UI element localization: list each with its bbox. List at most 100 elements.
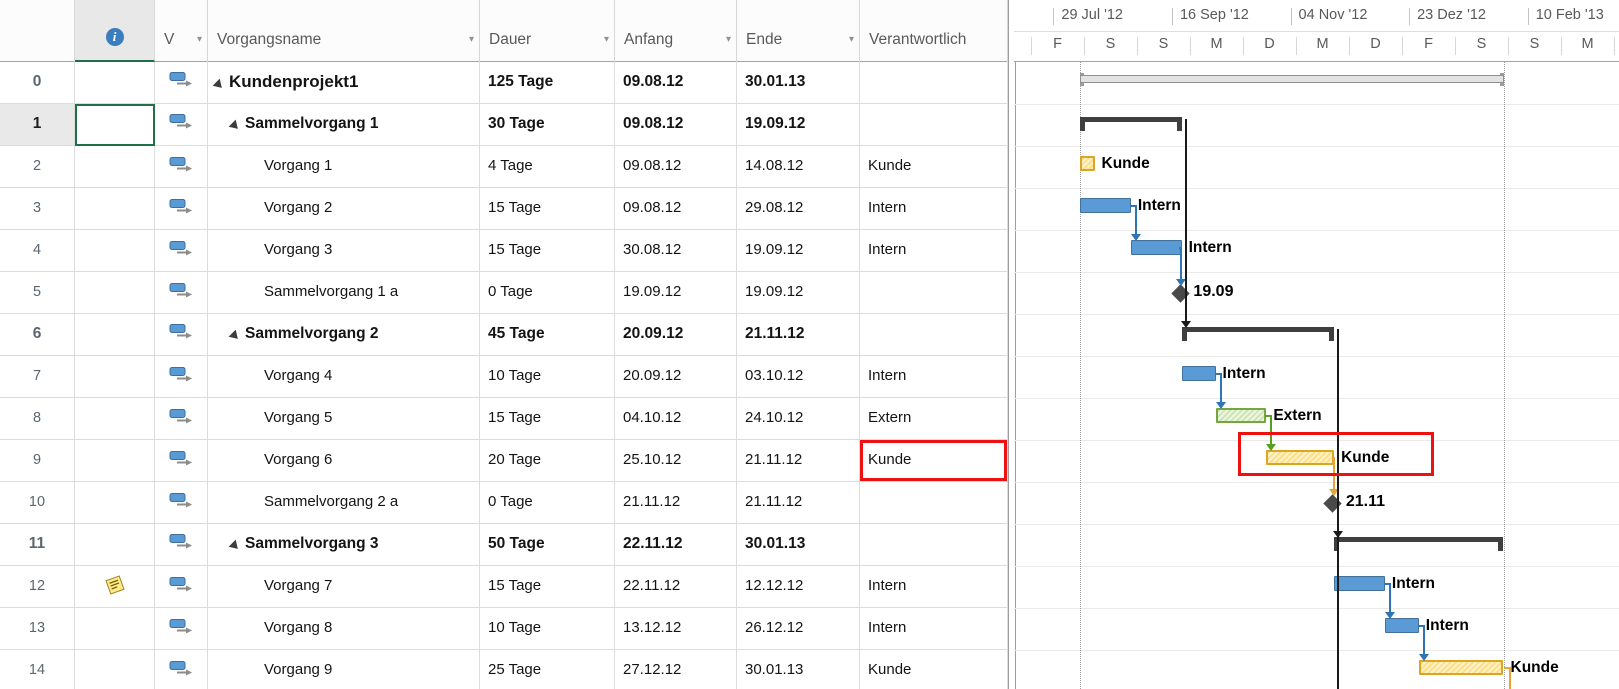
cell-num[interactable]: 13 <box>0 608 75 650</box>
table-row[interactable]: 12 Vorgang 7 15 Tage 22.11.12 12.12.12 Intern <box>0 566 1008 608</box>
cell-start[interactable]: 27.12.12 <box>615 650 737 689</box>
cell-num[interactable]: 1 <box>0 104 75 146</box>
cell-end[interactable]: 03.10.12 <box>737 356 860 398</box>
cell-name[interactable]: Sammelvorgang 2 a <box>208 482 480 524</box>
cell-info[interactable] <box>75 62 155 104</box>
cell-mode[interactable] <box>155 314 208 356</box>
sort-arrow-icon[interactable]: ▾ <box>848 34 854 45</box>
cell-end[interactable]: 19.09.12 <box>737 104 860 146</box>
cell-mode[interactable] <box>155 566 208 608</box>
cell-info[interactable] <box>75 398 155 440</box>
cell-mode[interactable] <box>155 608 208 650</box>
cell-end[interactable]: 30.01.13 <box>737 62 860 104</box>
task-bar-intern[interactable] <box>1384 618 1419 633</box>
cell-start[interactable]: 09.08.12 <box>615 146 737 188</box>
summary-bar[interactable] <box>1181 327 1335 341</box>
cell-dur[interactable]: 10 Tage <box>480 356 615 398</box>
cell-dur[interactable]: 4 Tage <box>480 146 615 188</box>
cell-info[interactable] <box>75 650 155 689</box>
column-header-task-mode[interactable]: V ▾ <box>155 0 208 62</box>
cell-name[interactable]: Sammelvorgang 3 <box>208 524 480 566</box>
task-bar-intern[interactable] <box>1334 576 1385 591</box>
milestone-diamond[interactable] <box>1323 493 1343 513</box>
cell-dur[interactable]: 15 Tage <box>480 566 615 608</box>
timescale-header[interactable]: 29 Jul '12 16 Sep '12 04 Nov '12 23 Dez '12… <box>1014 0 1619 62</box>
cell-mode[interactable] <box>155 482 208 524</box>
cell-resp[interactable] <box>860 62 1008 104</box>
cell-start[interactable]: 25.10.12 <box>615 440 737 482</box>
cell-dur[interactable]: 30 Tage <box>480 104 615 146</box>
cell-mode[interactable] <box>155 272 208 314</box>
cell-end[interactable]: 29.08.12 <box>737 188 860 230</box>
cell-start[interactable]: 20.09.12 <box>615 356 737 398</box>
task-bar-kunde[interactable] <box>1080 156 1095 171</box>
table-row[interactable]: 1 Sammelvorgang 1 30 Tage 09.08.12 19.09.12 <box>0 104 1008 146</box>
cell-name[interactable]: Vorgang 3 <box>208 230 480 272</box>
cell-num[interactable]: 4 <box>0 230 75 272</box>
cell-end[interactable]: 30.01.13 <box>737 650 860 689</box>
cell-num[interactable]: 10 <box>0 482 75 524</box>
cell-num[interactable]: 7 <box>0 356 75 398</box>
cell-mode[interactable] <box>155 188 208 230</box>
collapse-triangle-icon[interactable] <box>228 119 242 133</box>
cell-name[interactable]: Sammelvorgang 2 <box>208 314 480 356</box>
task-bar-intern[interactable] <box>1130 240 1182 255</box>
cell-end[interactable]: 24.10.12 <box>737 398 860 440</box>
table-row[interactable]: 0 Kundenprojekt1 125 Tage 09.08.12 30.01.13 <box>0 62 1008 104</box>
cell-start[interactable]: 21.11.12 <box>615 482 737 524</box>
sort-arrow-icon[interactable]: ▾ <box>468 34 474 45</box>
cell-num[interactable]: 6 <box>0 314 75 356</box>
cell-mode[interactable] <box>155 440 208 482</box>
cell-end[interactable]: 19.09.12 <box>737 272 860 314</box>
cell-start[interactable]: 04.10.12 <box>615 398 737 440</box>
column-header-row-number[interactable] <box>0 0 75 62</box>
cell-resp[interactable]: Kunde <box>860 440 1008 482</box>
cell-end[interactable]: 19.09.12 <box>737 230 860 272</box>
table-row[interactable]: 6 Sammelvorgang 2 45 Tage 20.09.12 21.11.12 <box>0 314 1008 356</box>
cell-dur[interactable]: 0 Tage <box>480 482 615 524</box>
cell-info[interactable] <box>75 566 155 608</box>
table-row[interactable]: 8 Vorgang 5 15 Tage 04.10.12 24.10.12 Extern <box>0 398 1008 440</box>
cell-end[interactable]: 14.08.12 <box>737 146 860 188</box>
summary-bar[interactable] <box>1334 537 1504 551</box>
cell-start[interactable]: 13.12.12 <box>615 608 737 650</box>
cell-name[interactable]: Vorgang 6 <box>208 440 480 482</box>
cell-mode[interactable] <box>155 398 208 440</box>
cell-start[interactable]: 09.08.12 <box>615 62 737 104</box>
table-row[interactable]: 11 Sammelvorgang 3 50 Tage 22.11.12 30.01.13 <box>0 524 1008 566</box>
cell-dur[interactable]: 15 Tage <box>480 230 615 272</box>
cell-resp[interactable]: Kunde <box>860 146 1008 188</box>
cell-name[interactable]: Vorgang 2 <box>208 188 480 230</box>
column-header-name[interactable]: Vorgangsname ▾ <box>208 0 480 62</box>
cell-info[interactable] <box>75 230 155 272</box>
collapse-triangle-icon[interactable] <box>228 539 242 553</box>
cell-mode[interactable] <box>155 356 208 398</box>
cell-start[interactable]: 30.08.12 <box>615 230 737 272</box>
cell-info[interactable] <box>75 188 155 230</box>
cell-dur[interactable]: 10 Tage <box>480 608 615 650</box>
cell-num[interactable]: 9 <box>0 440 75 482</box>
cell-resp[interactable] <box>860 104 1008 146</box>
table-row[interactable]: 14 Vorgang 9 25 Tage 27.12.12 30.01.13 Kunde <box>0 650 1008 689</box>
cell-dur[interactable]: 0 Tage <box>480 272 615 314</box>
cell-mode[interactable] <box>155 104 208 146</box>
cell-resp[interactable]: Intern <box>860 608 1008 650</box>
cell-start[interactable]: 22.11.12 <box>615 566 737 608</box>
cell-dur[interactable]: 25 Tage <box>480 650 615 689</box>
cell-mode[interactable] <box>155 524 208 566</box>
cell-start[interactable]: 20.09.12 <box>615 314 737 356</box>
cell-info[interactable] <box>75 440 155 482</box>
column-header-duration[interactable]: Dauer ▾ <box>480 0 615 62</box>
cell-info[interactable] <box>75 524 155 566</box>
column-header-responsible[interactable]: Verantwortlich <box>860 0 1008 62</box>
cell-start[interactable]: 22.11.12 <box>615 524 737 566</box>
table-row[interactable]: 7 Vorgang 4 10 Tage 20.09.12 03.10.12 Intern <box>0 356 1008 398</box>
cell-num[interactable]: 2 <box>0 146 75 188</box>
cell-info[interactable] <box>75 104 155 146</box>
cell-name[interactable]: Vorgang 1 <box>208 146 480 188</box>
cell-mode[interactable] <box>155 230 208 272</box>
cell-resp[interactable] <box>860 272 1008 314</box>
cell-num[interactable]: 5 <box>0 272 75 314</box>
cell-resp[interactable]: Intern <box>860 188 1008 230</box>
cell-mode[interactable] <box>155 62 208 104</box>
